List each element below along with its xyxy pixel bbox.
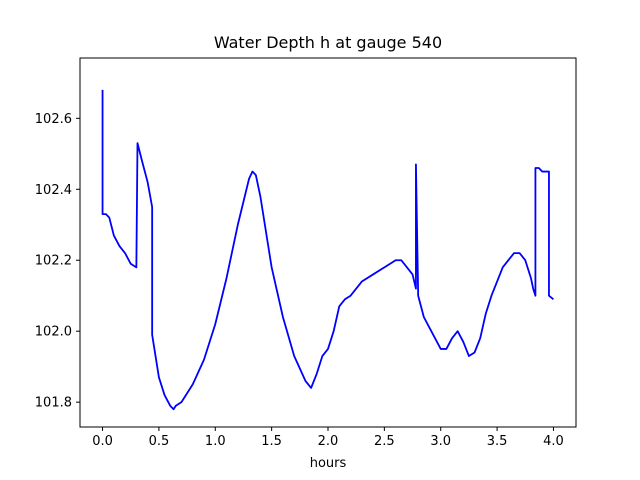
- x-axis: 0.0 0.5 1.0 1.5 2.0 2.5 3.0 3.5 4.0: [92, 427, 564, 449]
- x-axis-label: hours: [310, 456, 347, 471]
- x-tick-label: 3.0: [430, 434, 451, 449]
- y-tick-label: 102.6: [35, 112, 72, 127]
- x-tick-label: 0.5: [149, 434, 170, 449]
- x-tick-label: 4.0: [543, 434, 564, 449]
- x-tick-label: 0.0: [92, 434, 113, 449]
- x-tick-label: 1.5: [261, 434, 282, 449]
- y-tick-label: 102.4: [35, 183, 72, 198]
- x-tick-label: 2.0: [318, 434, 339, 449]
- plot-area: [101, 89, 555, 411]
- x-tick-label: 2.5: [374, 434, 395, 449]
- y-axis: 101.8 102.0 102.2 102.4 102.6: [35, 112, 80, 411]
- y-tick-label: 102.0: [35, 325, 72, 340]
- series-line-0: [101, 89, 555, 411]
- x-tick-label: 1.0: [205, 434, 226, 449]
- x-tick-label: 3.5: [487, 434, 508, 449]
- chart-title: Water Depth h at gauge 540: [214, 33, 442, 52]
- y-tick-label: 102.2: [35, 254, 72, 269]
- y-tick-label: 101.8: [35, 396, 72, 411]
